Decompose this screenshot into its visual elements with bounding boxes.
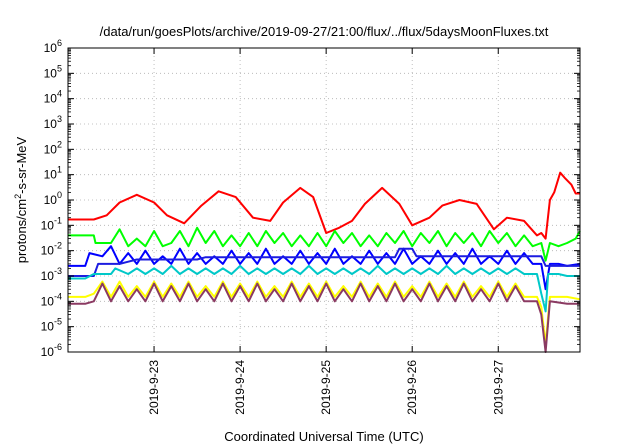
y-tick-label-base: 10 [41, 294, 55, 308]
y-tick-label: 105 [44, 63, 62, 80]
y-tick-label-exp: -1 [54, 215, 62, 225]
y-tick-label-exp: -6 [54, 342, 62, 352]
y-tick-label: 10-1 [41, 215, 62, 232]
x-tick-label: 2019-9-23 [147, 360, 161, 415]
y-tick-label-exp: -5 [54, 317, 62, 327]
y-tick-label: 100 [44, 190, 62, 207]
y-tick-label-exp: 3 [57, 114, 62, 124]
y-tick-label-base: 10 [41, 244, 55, 258]
y-tick-labels: 10610510410310210110010-110-210-310-410-… [41, 38, 62, 359]
y-tick-label: 10-5 [41, 317, 62, 334]
x-tick-label: 2019-9-27 [491, 360, 505, 415]
y-tick-label-base: 10 [44, 92, 58, 106]
series-line-6 [68, 280, 581, 346]
axis-ticks [68, 47, 580, 353]
y-tick-label-exp: 1 [57, 165, 62, 175]
y-axis-label-exp: 2 [13, 194, 23, 199]
y-tick-label: 104 [44, 89, 62, 106]
y-tick-label-exp: 6 [57, 38, 62, 48]
y-axis-label: protons/cm2-s-sr-MeV [13, 136, 29, 263]
y-tick-label: 102 [44, 139, 62, 156]
y-tick-label-exp: -4 [54, 291, 62, 301]
y-tick-label-base: 10 [44, 41, 58, 55]
y-tick-label-base: 10 [41, 269, 55, 283]
y-tick-label: 10-4 [41, 291, 62, 308]
y-tick-label: 10-3 [41, 266, 62, 283]
y-tick-label: 103 [44, 114, 62, 131]
y-tick-label-base: 10 [41, 345, 55, 359]
chart-title: /data/run/goesPlots/archive/2019-09-27/2… [100, 24, 549, 39]
y-tick-label-base: 10 [41, 320, 55, 334]
y-tick-label-base: 10 [44, 142, 58, 156]
y-axis-label-main: protons/cm [14, 199, 29, 263]
series-line-4 [68, 247, 580, 277]
x-tick-label: 2019-9-25 [319, 360, 333, 415]
y-tick-label: 10-2 [41, 241, 62, 258]
y-tick-label-base: 10 [44, 168, 58, 182]
series-line-5 [68, 264, 580, 313]
series-line-7 [68, 282, 580, 353]
y-tick-label: 10-6 [41, 342, 62, 359]
series-line-1 [68, 171, 580, 240]
y-tick-label-exp: -3 [54, 266, 62, 276]
y-tick-label-base: 10 [44, 66, 58, 80]
series-line-3 [68, 245, 581, 291]
y-tick-label: 106 [44, 38, 62, 55]
series-line-2 [68, 226, 581, 262]
x-tick-label: 2019-9-24 [233, 360, 247, 415]
x-tick-label: 2019-9-26 [405, 360, 419, 415]
series-lines [68, 171, 581, 353]
y-tick-label-exp: 2 [57, 139, 62, 149]
y-axis-label-unit: -s-sr-MeV [14, 136, 29, 193]
y-tick-label: 101 [44, 165, 62, 182]
x-tick-labels: 2019-9-23 2019-9-24 2019-9-25 2019-9-26 2019… [147, 360, 505, 415]
grid-lines [68, 48, 580, 352]
y-tick-label-exp: 0 [57, 190, 62, 200]
y-tick-label-base: 10 [44, 193, 58, 207]
y-tick-label-exp: 5 [57, 63, 62, 73]
y-tick-label-exp: 4 [57, 89, 62, 99]
y-tick-label-base: 10 [41, 218, 55, 232]
y-tick-label-base: 10 [44, 117, 58, 131]
y-tick-label-exp: -2 [54, 241, 62, 251]
x-axis-label: Coordinated Universal Time (UTC) [224, 429, 423, 444]
